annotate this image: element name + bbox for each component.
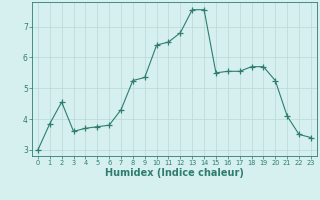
X-axis label: Humidex (Indice chaleur): Humidex (Indice chaleur) [105, 168, 244, 178]
